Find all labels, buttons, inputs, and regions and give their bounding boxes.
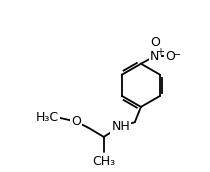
Text: CH₃: CH₃: [92, 155, 115, 168]
Text: H₃C: H₃C: [36, 111, 59, 124]
Text: −: −: [173, 50, 181, 60]
Text: +: +: [156, 47, 164, 57]
Text: O: O: [165, 50, 175, 63]
Text: NH: NH: [112, 120, 130, 133]
Text: O: O: [150, 36, 160, 49]
Text: N: N: [150, 50, 160, 63]
Text: O: O: [71, 115, 81, 128]
